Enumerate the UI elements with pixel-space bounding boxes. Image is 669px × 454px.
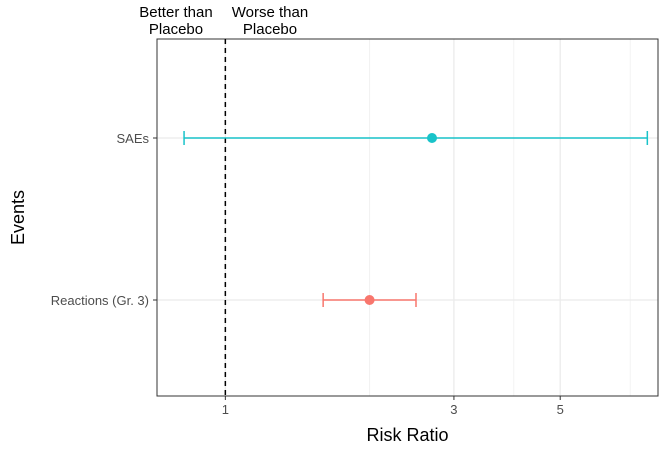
y-tick-label: SAEs — [116, 131, 149, 146]
y-axis-title: Events — [8, 190, 28, 245]
y-axis: SAEs Reactions (Gr. 3) — [51, 131, 157, 308]
x-tick-label: 5 — [557, 402, 564, 417]
annotation-better-than-placebo: Better than Placebo — [126, 4, 226, 38]
annotation-better-line-1: Better than — [139, 4, 213, 21]
y-tick-label: Reactions (Gr. 3) — [51, 293, 149, 308]
annotation-better-line-2: Placebo — [148, 21, 204, 38]
annotation-worse-than-placebo: Worse than Placebo — [218, 4, 322, 38]
annotation-worse-line-1: Worse than — [231, 4, 309, 21]
minor-gridlines — [369, 39, 631, 396]
x-axis: 1 3 5 — [222, 396, 564, 417]
major-gridlines — [157, 39, 658, 396]
x-axis-title: Risk Ratio — [366, 425, 448, 445]
point-estimate-saes — [427, 133, 438, 143]
plot-panel-border — [156, 38, 659, 397]
annotation-worse-line-2: Placebo — [242, 21, 298, 38]
x-tick-label: 1 — [222, 402, 229, 417]
point-estimate-reactions — [364, 295, 375, 305]
x-tick-label: 3 — [450, 402, 457, 417]
forest-marks — [183, 131, 649, 307]
